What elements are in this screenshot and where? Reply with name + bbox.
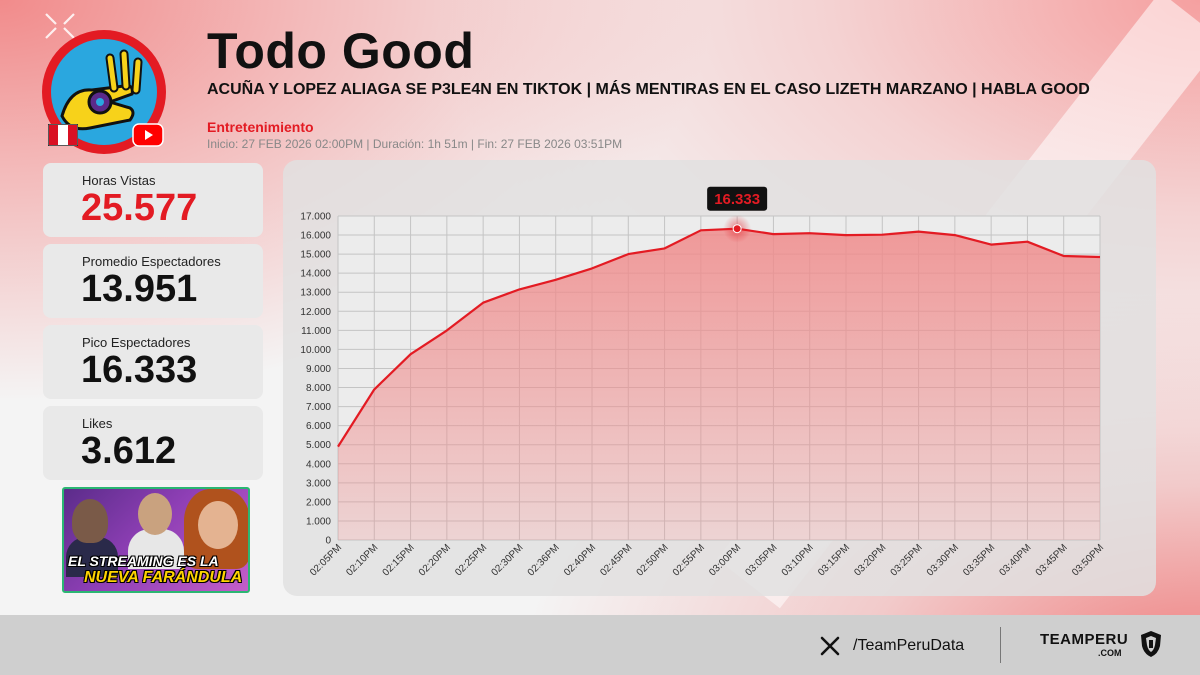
y-tick-label: 4.000 [306,459,331,470]
corner-logo-icon [45,13,75,39]
y-tick-label: 9.000 [306,364,331,375]
series-area [338,228,1100,540]
viewers-chart: 0 1.000 2.000 3.000 4.000 5.000 6.000 7.000 8.00… [300,186,1106,578]
x-tick-label: 02:55PM [671,542,707,578]
x-tick-label: 03:00PM [707,542,743,578]
stat-card-average: Promedio Espectadores 13.951 [43,244,263,318]
stat-value: 16.333 [81,349,198,391]
shield-icon [1141,631,1161,657]
stat-card-hours: Horas Vistas 25.577 [43,163,263,237]
stream-thumbnail[interactable]: EL STREAMING ES LA NUEVA FARÁNDULA [62,487,250,593]
y-tick-label: 8.000 [306,383,331,394]
x-tick-label: 02:45PM [598,542,634,578]
thumbnail-figure [198,501,238,549]
y-tick-label: 11.000 [301,326,331,337]
brand-domain: .COM [1098,648,1122,658]
stream-meta: Inicio: 27 FEB 2026 02:00PM | Duración: … [207,137,623,151]
x-tick-label: 03:15PM [816,542,852,578]
thumbnail-figure [66,537,118,577]
x-tick-label: 03:40PM [997,542,1033,578]
footer: /TeamPeruData TEAMPERU .COM [0,615,1200,675]
x-logo-icon[interactable] [820,636,840,656]
y-tick-label: 6.000 [306,421,331,432]
x-tick-label: 02:15PM [381,542,417,578]
brand-name: TEAMPERU [1040,631,1129,648]
x-tick-label: 03:50PM [1070,542,1106,578]
x-tick-label: 03:30PM [925,542,961,578]
y-tick-label: 10.000 [300,345,331,356]
peak-label-box [707,186,768,211]
x-tick-label: 02:30PM [489,542,525,578]
stat-label: Pico Espectadores [82,335,191,350]
y-tick-label: 0 [325,536,331,547]
stat-label: Likes [82,416,113,431]
stat-label: Horas Vistas [82,173,156,188]
x-tick-label: 03:05PM [743,542,779,578]
x-tick-label: 02:50PM [635,542,671,578]
peru-flag-icon [48,124,78,146]
x-tick-label: 02:25PM [453,542,489,578]
series-line [337,227,1101,448]
channel-title: Todo Good [207,23,475,79]
stat-label: Promedio Espectadores [82,254,221,269]
y-tick-label: 7.000 [306,402,331,413]
y-tick-label: 13.000 [300,288,331,299]
thumbnail-figure [138,493,172,535]
stat-value: 3.612 [81,430,177,472]
stat-card-likes: Likes 3.612 [43,406,263,480]
y-tick-label: 17.000 [300,212,331,223]
x-tick-label: 03:35PM [961,542,997,578]
stream-title: ACUÑA Y LOPEZ ALIAGA SE P3LE4N EN TIKTOK… [207,81,1090,98]
x-tick-label: 03:45PM [1034,542,1070,578]
channel-avatar[interactable] [40,28,168,156]
y-tick-label: 2.000 [306,497,331,508]
y-tick-label: 14.000 [300,269,331,280]
channel-logo [42,30,166,154]
y-tick-label: 1.000 [306,516,331,527]
x-tick-label: 02:36PM [526,542,562,578]
x-tick-label: 03:20PM [852,542,888,578]
thumbnail-figure [72,499,108,543]
footer-divider [1000,627,1001,663]
x-tick-label: 02:40PM [562,542,598,578]
thumbnail-text-2: NUEVA FARÁNDULA [84,569,243,586]
y-tick-label: 3.000 [306,478,331,489]
peak-label: 16.333 [714,191,760,208]
thumbnail-text-1: EL STREAMING ES LA [68,553,219,569]
x-tick-label: 02:20PM [417,542,453,578]
y-tick-label: 12.000 [300,307,331,318]
stream-category: Entretenimiento [207,119,314,135]
x-tick-label: 03:25PM [889,542,925,578]
youtube-icon [132,123,164,147]
y-tick-label: 16.000 [300,231,331,242]
thumbnail-figure [128,529,184,569]
stat-card-peak: Pico Espectadores 16.333 [43,325,263,399]
y-tick-label: 15.000 [300,250,331,261]
social-handle[interactable]: /TeamPeruData [853,637,965,654]
x-tick-label: 02:05PM [308,542,344,578]
peak-point [732,224,742,234]
stat-value: 13.951 [81,268,198,310]
x-tick-label: 03:10PM [780,542,816,578]
x-tick-label: 02:10PM [344,542,380,578]
stat-value: 25.577 [81,187,198,229]
y-tick-label: 5.000 [306,440,331,451]
chart-panel: 0 1.000 2.000 3.000 4.000 5.000 6.000 7.000 8.00… [283,160,1156,596]
